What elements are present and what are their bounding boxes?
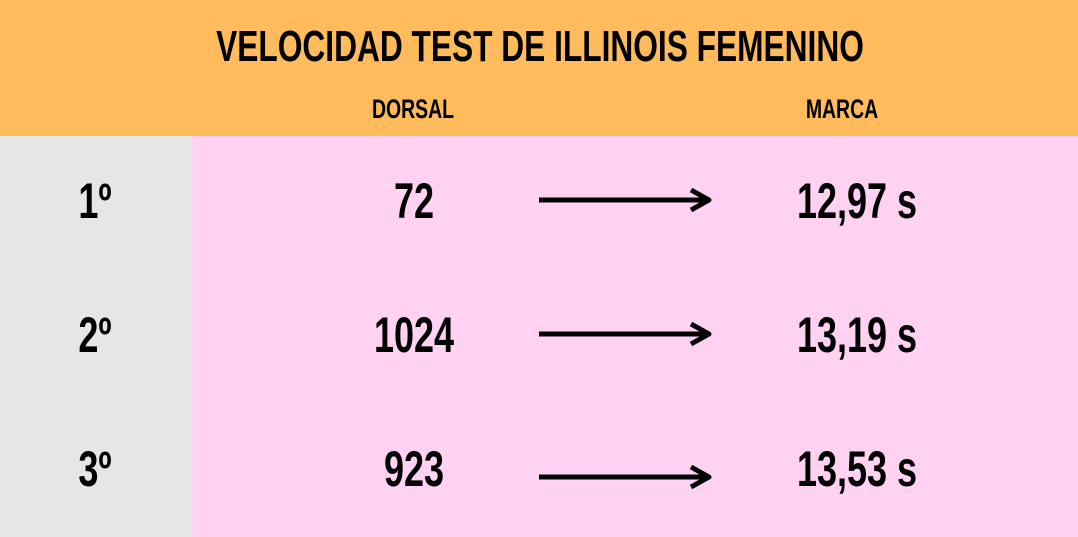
header-band bbox=[0, 0, 1078, 136]
arrow-right-icon bbox=[539, 465, 712, 489]
place-column bbox=[0, 136, 191, 537]
marca: 13,19 s bbox=[796, 307, 918, 363]
column-header-dorsal: DORSAL bbox=[371, 94, 455, 124]
dorsal: 72 bbox=[393, 173, 435, 229]
arrow-right-icon bbox=[539, 188, 712, 212]
dorsal: 1024 bbox=[373, 307, 455, 363]
page-title: VELOCIDAD TEST DE ILLINOIS FEMENINO bbox=[216, 22, 864, 71]
place: 2º bbox=[78, 307, 112, 363]
marca: 12,97 s bbox=[796, 173, 918, 229]
marca: 13,53 s bbox=[796, 441, 918, 497]
dorsal: 923 bbox=[383, 441, 445, 497]
column-header-marca: MARCA bbox=[805, 94, 879, 124]
place: 3º bbox=[78, 441, 112, 497]
arrow-right-icon bbox=[539, 322, 712, 346]
place: 1º bbox=[78, 173, 112, 229]
